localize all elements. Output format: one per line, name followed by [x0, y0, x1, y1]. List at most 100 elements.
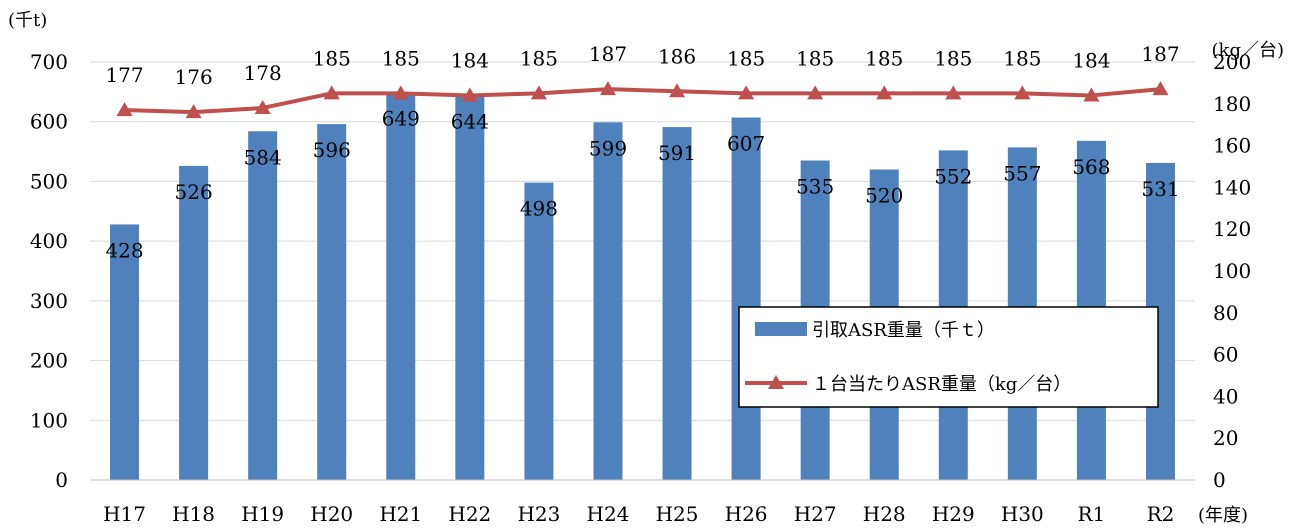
- line-data-label: 187: [589, 42, 627, 66]
- bar-data-label: 520: [865, 183, 903, 207]
- bar-data-label: 599: [589, 136, 627, 160]
- line-marker: [1014, 85, 1031, 100]
- bar-data-labels: 428 526 584 596 649 644 498 599 591 607 535 520 552 5…: [105, 106, 1179, 262]
- x-axis-tick-label: H18: [172, 502, 215, 526]
- bar: [662, 127, 692, 481]
- x-axis-tick-label: H27: [794, 502, 837, 526]
- bar: [731, 117, 761, 480]
- line-marker: [1152, 81, 1169, 96]
- x-axis-tick-label: H28: [863, 502, 906, 526]
- line-data-label: 185: [796, 46, 834, 70]
- line-data-label: 186: [658, 44, 696, 68]
- right-axis-tick-label: 0: [1213, 468, 1226, 492]
- line-data-label: 187: [1141, 42, 1179, 66]
- x-axis-unit: (年度): [1198, 505, 1248, 526]
- line-marker: [1083, 87, 1100, 102]
- bar: [110, 224, 140, 480]
- x-axis-tick-label: H21: [379, 502, 422, 526]
- line-data-label: 185: [313, 46, 351, 70]
- right-axis-tick-label: 120: [1213, 217, 1251, 241]
- left-axis-tick-label: 400: [30, 229, 68, 253]
- bar: [386, 92, 416, 480]
- left-axis-unit: (千t): [8, 10, 47, 31]
- line-marker: [599, 81, 616, 96]
- line-marker: [254, 99, 271, 114]
- line-marker: [876, 85, 893, 100]
- line-marker: [669, 83, 686, 98]
- left-axis-tick-label: 300: [30, 289, 68, 313]
- line-data-label: 176: [175, 65, 213, 89]
- bar-data-label: 596: [313, 138, 351, 162]
- line-data-label: 185: [520, 46, 558, 70]
- right-axis-tick-label: 40: [1213, 384, 1238, 408]
- axes: 0 100 200 300 400 500 600 700 0 20 40 60 80 100 120 140…: [30, 50, 1251, 526]
- right-axis-tick-label: 160: [1213, 134, 1251, 158]
- x-axis-tick-label: H19: [241, 502, 284, 526]
- line-data-label: 185: [934, 46, 972, 70]
- line-data-label: 184: [1072, 48, 1110, 72]
- line-marker: [945, 85, 962, 100]
- x-axis-tick-label: H17: [103, 502, 146, 526]
- x-axis-tick-label: H23: [517, 502, 560, 526]
- left-axis-tick-label: 700: [30, 50, 68, 74]
- legend-bar-label: 引取ASR重量（千ｔ）: [812, 320, 995, 341]
- bar: [179, 165, 209, 480]
- x-axis-tick-label: H29: [932, 502, 975, 526]
- legend-line-label: １台当たりASR重量（kg／台）: [812, 374, 1071, 395]
- line-data-label: 185: [1003, 46, 1041, 70]
- left-axis-tick-label: 0: [55, 468, 68, 492]
- line-marker: [738, 85, 755, 100]
- line-data-label: 178: [244, 61, 282, 85]
- line-data-label: 177: [105, 63, 143, 87]
- line-data-label: 185: [727, 46, 765, 70]
- line-marker: [116, 102, 133, 117]
- legend-line-marker: [768, 375, 784, 389]
- right-axis-tick-label: 20: [1213, 426, 1238, 450]
- bar-data-label: 526: [175, 180, 213, 204]
- bar: [593, 122, 623, 480]
- x-axis-tick-label: R1: [1078, 502, 1106, 526]
- line-marker: [530, 85, 547, 100]
- line-data-label: 185: [865, 46, 903, 70]
- right-axis-unit: (kg／台): [1212, 40, 1284, 61]
- bar-data-label: 584: [244, 145, 282, 169]
- line-data-label: 185: [382, 46, 420, 70]
- bar-data-label: 649: [382, 106, 420, 130]
- legend-bar-swatch: [755, 322, 807, 336]
- series-line: [124, 87, 1161, 115]
- bar-data-label: 591: [658, 141, 696, 165]
- bar: [248, 131, 278, 481]
- line-marker: [807, 85, 824, 100]
- bar-data-label: 607: [727, 132, 765, 156]
- right-axis-tick-label: 180: [1213, 92, 1251, 116]
- bar: [524, 182, 554, 480]
- right-axis-tick-label: 100: [1213, 259, 1251, 283]
- left-axis-tick-label: 600: [30, 110, 68, 134]
- bar-data-label: 557: [1003, 161, 1041, 185]
- line-marker: [461, 87, 478, 102]
- x-axis-tick-label: H26: [725, 502, 768, 526]
- bar: [317, 124, 347, 481]
- legend: 引取ASR重量（千ｔ） １台当たりASR重量（kg／台）: [738, 306, 1159, 408]
- right-axis-tick-label: 140: [1213, 175, 1251, 199]
- left-axis-tick-label: 200: [30, 349, 68, 373]
- right-axis-tick-label: 60: [1213, 343, 1238, 367]
- line-series: [116, 81, 1169, 119]
- line-data-labels: 177 176 178 185 185 184 185 187 186 185 185 185 185 1…: [105, 42, 1179, 89]
- bar-data-label: 552: [934, 164, 972, 188]
- line-marker: [185, 104, 202, 119]
- left-axis-tick-label: 100: [30, 408, 68, 432]
- bar-data-label: 428: [105, 238, 143, 262]
- right-axis-tick-label: 200: [1213, 50, 1251, 74]
- x-axis-tick-label: R2: [1147, 502, 1175, 526]
- bar-data-label: 531: [1141, 177, 1179, 201]
- left-axis-tick-label: 500: [30, 169, 68, 193]
- x-axis-tick-label: H22: [448, 502, 491, 526]
- x-axis-tick-label: H30: [1001, 502, 1044, 526]
- right-axis-tick-label: 80: [1213, 301, 1238, 325]
- line-marker: [323, 85, 340, 100]
- bar-data-label: 498: [520, 197, 558, 221]
- bar-data-label: 644: [451, 109, 489, 133]
- x-axis-tick-label: H20: [310, 502, 353, 526]
